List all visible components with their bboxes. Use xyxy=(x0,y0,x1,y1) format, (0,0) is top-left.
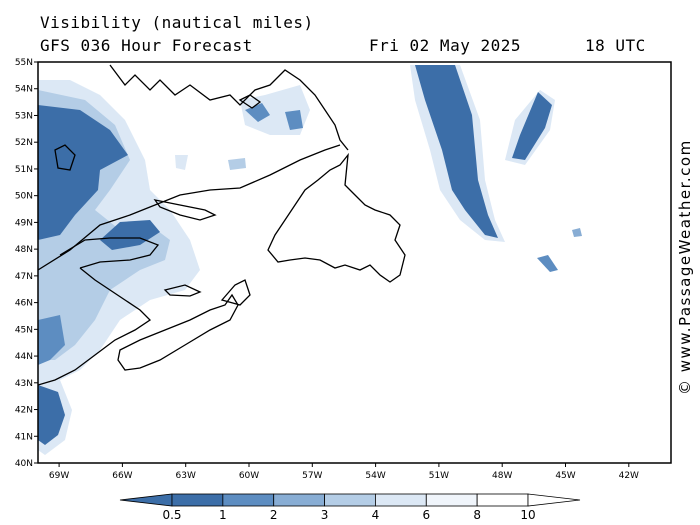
labrador-coast xyxy=(109,64,349,151)
colorbar-segment xyxy=(375,493,427,507)
lat-label: 45N xyxy=(15,325,33,335)
colorbar-arrow-low xyxy=(119,493,173,507)
low-visibility-area-labrador-dark2 xyxy=(285,110,303,130)
lat-label: 52N xyxy=(15,138,33,148)
colorbar-label: 0.5 xyxy=(162,508,181,522)
low-visibility-area-south-dark xyxy=(38,385,65,445)
lat-label: 49N xyxy=(15,218,33,228)
low-visibility-area-ocean-dot xyxy=(537,255,558,272)
new-brunswick-coast xyxy=(38,267,152,386)
nova-scotia xyxy=(117,293,239,371)
lat-label: 53N xyxy=(15,111,33,121)
gaspe-peninsula xyxy=(59,237,160,269)
colorbar-label: 10 xyxy=(520,508,535,522)
lat-label: 41N xyxy=(15,432,33,442)
cape-breton xyxy=(220,279,251,306)
low-visibility-area-ocean-band-dark xyxy=(415,65,498,238)
forecast-time: 18 UTC xyxy=(585,36,646,55)
pei-island xyxy=(163,284,202,297)
colorbar-segment xyxy=(171,493,224,507)
lat-label: 43N xyxy=(15,379,33,389)
colorbar-segment xyxy=(222,493,275,507)
low-visibility-area-nova xyxy=(38,315,65,365)
low-visibility-area-quebec xyxy=(228,158,246,170)
lat-label: 51N xyxy=(15,165,33,175)
colorbar-label: 2 xyxy=(270,508,278,522)
lat-label: 46N xyxy=(15,299,33,309)
colorbar-label: 1 xyxy=(219,508,227,522)
forecast-subtitle: GFS 036 Hour Forecast xyxy=(40,36,253,55)
site-credit: © www.PassageWeather.com xyxy=(676,139,694,395)
low-visibility-area-ocean-east-dark xyxy=(512,92,552,160)
low-visibility-area-west-dark xyxy=(38,105,128,240)
low-visibility-area-quebec2 xyxy=(175,155,188,170)
lon-label: 54W xyxy=(365,471,385,481)
lat-label: 55N xyxy=(15,58,33,68)
colorbar-label: 6 xyxy=(422,508,430,522)
lat-label: 44N xyxy=(15,352,33,362)
lat-label: 42N xyxy=(15,406,33,416)
small-lake xyxy=(238,94,262,109)
colorbar-segment xyxy=(476,493,529,507)
anticosti-island xyxy=(153,199,217,221)
colorbar-label: 3 xyxy=(321,508,329,522)
lon-label: 51W xyxy=(429,471,449,481)
map-title: Visibility (nautical miles) xyxy=(40,13,314,32)
longitude-axis: 69W 66W 63W 60W 57W 54W 51W 48W 45W 42W xyxy=(49,463,639,481)
colorbar-label: 4 xyxy=(372,508,380,522)
colorbar-segment xyxy=(273,493,325,507)
colorbar: 0.5 1 2 3 4 6 8 10 xyxy=(119,493,581,522)
lon-label: 42W xyxy=(619,471,639,481)
lat-label: 40N xyxy=(15,459,33,469)
lat-label: 50N xyxy=(15,192,33,202)
low-visibility-area-gulf xyxy=(100,220,160,250)
lon-label: 60W xyxy=(239,471,259,481)
lat-label: 48N xyxy=(15,245,33,255)
lat-label: 47N xyxy=(15,272,33,282)
lon-label: 63W xyxy=(176,471,196,481)
colorbar-label: 8 xyxy=(473,508,481,522)
colorbar-segment xyxy=(324,493,376,507)
low-visibility-area-ocean-dot2 xyxy=(572,228,582,237)
lon-label: 57W xyxy=(302,471,322,481)
lon-label: 48W xyxy=(492,471,512,481)
lon-label: 66W xyxy=(112,471,132,481)
forecast-date: Fri 02 May 2025 xyxy=(369,36,521,55)
quebec-north-shore xyxy=(38,144,341,271)
lon-label: 69W xyxy=(49,471,69,481)
colorbar-segment xyxy=(425,493,478,507)
map-frame xyxy=(37,61,672,464)
coastlines xyxy=(38,64,406,386)
lat-label: 54N xyxy=(15,85,33,95)
lake-outline xyxy=(54,144,76,171)
lon-label: 45W xyxy=(555,471,575,481)
colorbar-arrow-high xyxy=(527,493,581,507)
visibility-shading xyxy=(38,65,582,455)
newfoundland xyxy=(267,152,406,283)
latitude-axis: 55N 54N 53N 52N 51N 50N 49N 48N 47N 46N 45N 44N 43N 4… xyxy=(15,58,38,469)
